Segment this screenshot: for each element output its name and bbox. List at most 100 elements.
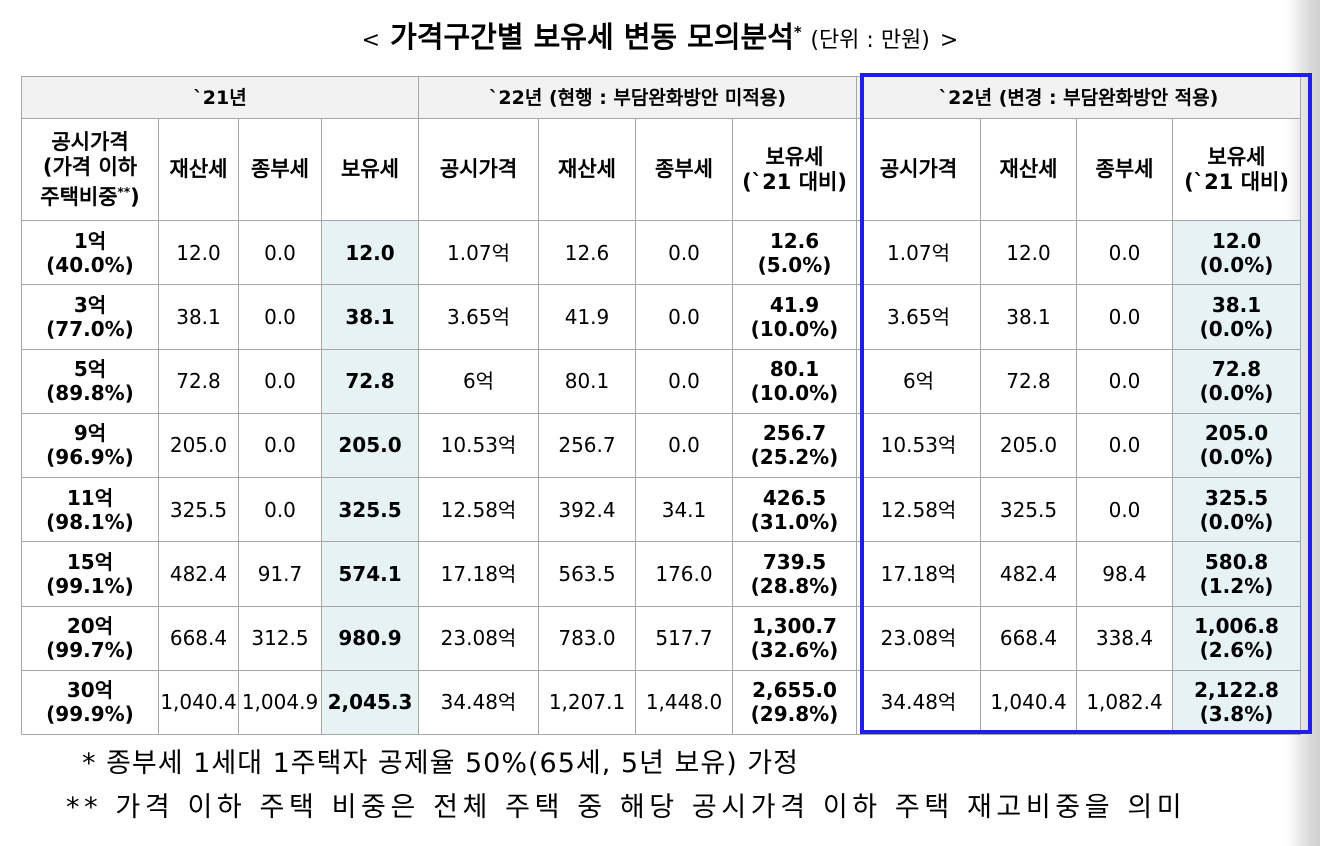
cell-chg-comp: 0.0: [1076, 348, 1173, 414]
cell-cur-property: 1,207.1: [538, 669, 636, 736]
footnote-2: ** 가격 이하 주택 비중은 전체 주택 중 해당 공시가격 이하 주택 재고…: [66, 792, 1187, 823]
cell-cur-price: 17.18억: [418, 541, 539, 607]
cell-21-property: 12.0: [158, 219, 239, 286]
table-row: 3억 (77.0%) 38.1 0.0 38.1 3.65억 41.9 0.0 4…: [21, 284, 1301, 350]
table-row: 15억 (99.1%) 482.4 91.7 574.1 17.18억 563.5…: [21, 541, 1301, 607]
cell-chg-price: 17.18억: [856, 541, 981, 607]
title-main: 가격구간별 보유세 변동 모의분석: [390, 20, 794, 54]
cell-chg-price: 3.65억: [856, 284, 981, 350]
cell-21-comp: 1,004.9: [238, 669, 322, 736]
cell-21-holding: 205.0: [321, 412, 419, 479]
cell-21-property: 72.8: [158, 348, 239, 414]
cell-chg-property: 668.4: [980, 605, 1077, 671]
cell-cur-property: 12.6: [538, 219, 636, 286]
cell-cur-price: 3.65억: [418, 284, 539, 350]
table-row: 9억 (96.9%) 205.0 0.0 205.0 10.53억 256.7 0…: [21, 412, 1301, 479]
cell-21-holding: 980.9: [321, 605, 419, 671]
cell-cur-price: 1.07억: [418, 219, 539, 286]
cell-21-comp: 91.7: [238, 541, 322, 607]
title-close-bracket: >: [939, 28, 959, 53]
header-chg-holding-vs21: 보유세 (`21 대비): [1172, 118, 1301, 221]
cell-cur-property: 783.0: [538, 605, 636, 671]
cell-chg-holding: 12.0 (0.0%): [1172, 219, 1301, 286]
header-21-property-tax: 재산세: [158, 118, 239, 221]
cell-chg-property: 482.4: [980, 541, 1077, 607]
cell-cur-property: 80.1: [538, 348, 636, 414]
group-2022-changed: `22년 (변경 : 부담완화방안 적용): [856, 76, 1301, 119]
cell-chg-price: 10.53억: [856, 412, 981, 479]
header-price-footnote-mark: **: [117, 184, 131, 199]
group-2021: `21년: [21, 76, 419, 119]
cell-21-property: 205.0: [158, 412, 239, 479]
row-price-band: 5억 (89.8%): [21, 348, 159, 414]
cell-21-holding: 574.1: [321, 541, 419, 607]
cell-21-holding: 325.5: [321, 476, 419, 543]
cell-chg-price: 1.07억: [856, 219, 981, 286]
cell-21-holding: 38.1: [321, 284, 419, 350]
table-row: 20억 (99.7%) 668.4 312.5 980.9 23.08억 783.…: [21, 605, 1301, 671]
cell-chg-property: 38.1: [980, 284, 1077, 350]
cell-cur-comp: 1,448.0: [635, 669, 733, 736]
cell-chg-holding: 205.0 (0.0%): [1172, 412, 1301, 479]
title-footnote-mark: *: [793, 23, 802, 41]
cell-21-property: 325.5: [158, 476, 239, 543]
header-price-line2: (가격 이하: [42, 154, 138, 179]
cell-21-comp: 0.0: [238, 219, 322, 286]
header-price-line3: 주택비중: [40, 184, 118, 209]
cell-chg-holding: 72.8 (0.0%): [1172, 348, 1301, 414]
cell-cur-price: 12.58억: [418, 476, 539, 543]
cell-cur-price: 6억: [418, 348, 539, 414]
cell-chg-comp: 0.0: [1076, 476, 1173, 543]
cell-21-comp: 0.0: [238, 284, 322, 350]
cell-21-property: 668.4: [158, 605, 239, 671]
cell-cur-property: 563.5: [538, 541, 636, 607]
header-21-comprehensive-tax: 종부세: [238, 118, 322, 221]
cell-21-comp: 0.0: [238, 348, 322, 414]
cell-cur-price: 34.48억: [418, 669, 539, 736]
cell-21-property: 1,040.4: [158, 669, 239, 736]
header-price-line3-end: ): [130, 184, 140, 209]
cell-cur-property: 256.7: [538, 412, 636, 479]
header-cur-holding-vs21: 보유세 (`21 대비): [732, 118, 857, 221]
row-price-band: 11억 (98.1%): [21, 476, 159, 543]
cell-cur-comp: 0.0: [635, 219, 733, 286]
cell-chg-holding: 1,006.8 (2.6%): [1172, 605, 1301, 671]
cell-cur-holding: 1,300.7 (32.6%): [732, 605, 857, 671]
cell-chg-holding: 38.1 (0.0%): [1172, 284, 1301, 350]
row-price-band: 30억 (99.9%): [21, 669, 159, 736]
cell-chg-holding: 325.5 (0.0%): [1172, 476, 1301, 543]
cell-21-holding: 12.0: [321, 219, 419, 286]
row-price-band: 20억 (99.7%): [21, 605, 159, 671]
group-2022-current: `22년 (현행 : 부담완화방안 미적용): [418, 76, 857, 119]
cell-chg-property: 325.5: [980, 476, 1077, 543]
cell-chg-property: 72.8: [980, 348, 1077, 414]
row-price-band: 9억 (96.9%): [21, 412, 159, 479]
cell-chg-price: 34.48억: [856, 669, 981, 736]
cell-21-comp: 0.0: [238, 476, 322, 543]
header-cur-comprehensive-tax: 종부세: [635, 118, 733, 221]
cell-chg-price: 6억: [856, 348, 981, 414]
table-row: 5억 (89.8%) 72.8 0.0 72.8 6억 80.1 0.0 80.1…: [21, 348, 1301, 414]
cell-cur-holding: 739.5 (28.8%): [732, 541, 857, 607]
cell-chg-holding: 2,122.8 (3.8%): [1172, 669, 1301, 736]
row-price-band: 1억 (40.0%): [21, 219, 159, 286]
cell-cur-price: 10.53억: [418, 412, 539, 479]
header-chg-holding-line1: 보유세: [1207, 144, 1266, 169]
cell-cur-comp: 34.1: [635, 476, 733, 543]
cell-chg-comp: 0.0: [1076, 284, 1173, 350]
cell-21-holding: 2,045.3: [321, 669, 419, 736]
cell-cur-comp: 176.0: [635, 541, 733, 607]
cell-cur-comp: 0.0: [635, 412, 733, 479]
row-price-band: 3억 (77.0%): [21, 284, 159, 350]
cell-cur-holding: 12.6 (5.0%): [732, 219, 857, 286]
header-chg-comprehensive-tax: 종부세: [1076, 118, 1173, 221]
cell-21-comp: 312.5: [238, 605, 322, 671]
cell-chg-comp: 338.4: [1076, 605, 1173, 671]
table-row: 1억 (40.0%) 12.0 0.0 12.0 1.07억 12.6 0.0 1…: [21, 219, 1301, 286]
cell-cur-holding: 256.7 (25.2%): [732, 412, 857, 479]
header-chg-public-price: 공시가격: [856, 118, 981, 221]
cell-chg-price: 23.08억: [856, 605, 981, 671]
cell-chg-property: 1,040.4: [980, 669, 1077, 736]
cell-cur-holding: 41.9 (10.0%): [732, 284, 857, 350]
cell-cur-comp: 0.0: [635, 348, 733, 414]
